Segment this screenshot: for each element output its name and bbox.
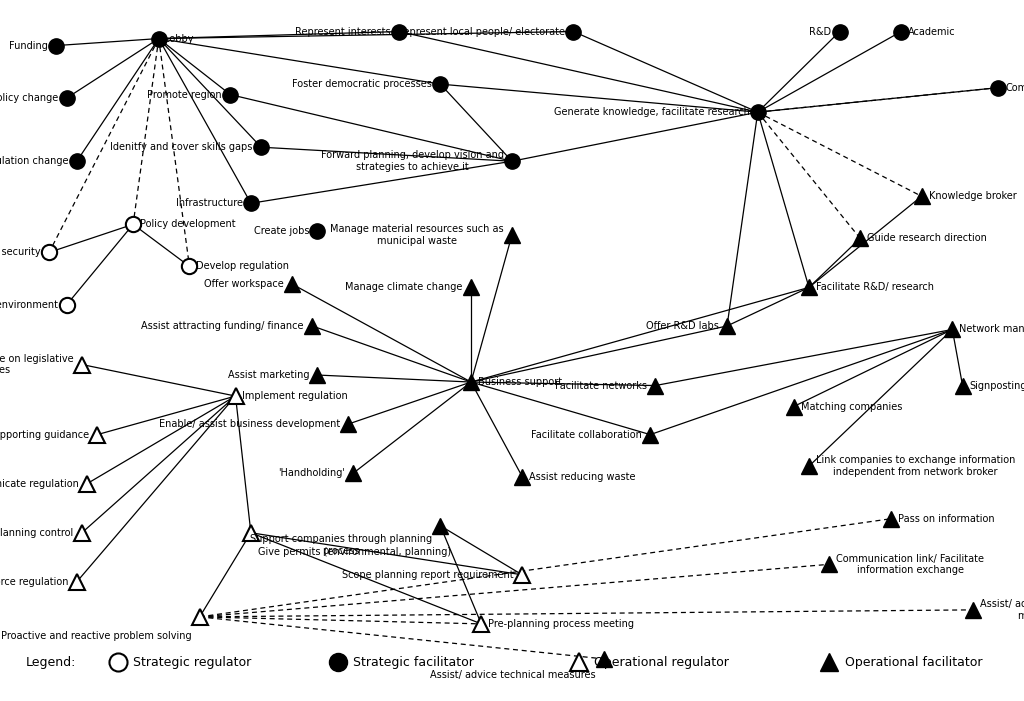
Text: Create jobs: Create jobs [254,226,309,236]
Text: Academic: Academic [908,27,955,36]
Text: Operational regulator: Operational regulator [594,656,729,669]
Text: Communicate regulation: Communicate regulation [0,479,79,489]
Text: Facilitate networks: Facilitate networks [555,381,647,390]
Text: Facilitate R&D/ research: Facilitate R&D/ research [816,283,934,292]
Text: Manage material resources such as
municipal waste: Manage material resources such as munici… [330,224,504,245]
Text: Generate knowledge, facilitate research: Generate knowledge, facilitate research [554,107,750,117]
Text: Network management: Network management [959,325,1024,334]
Text: Legend:: Legend: [26,656,76,669]
Text: Policy development: Policy development [140,219,236,229]
Text: Regulation change: Regulation change [0,156,69,166]
Text: Assist/ advice technical measures: Assist/ advice technical measures [430,670,596,680]
Text: Guide research direction: Guide research direction [867,233,987,243]
Text: Pre-planning process meeting: Pre-planning process meeting [488,619,634,629]
Text: Strategic facilitator: Strategic facilitator [353,656,474,669]
Text: Commercial: Commercial [1006,83,1024,93]
Text: Manage climate change: Manage climate change [345,283,463,292]
Text: Assist reducing waste: Assist reducing waste [529,472,636,482]
Text: Develop supporting guidance: Develop supporting guidance [0,430,89,440]
Text: Proactive and reactive problem solving: Proactive and reactive problem solving [1,631,191,641]
Text: 'Handholding': 'Handholding' [279,468,345,478]
Text: Support companies through planning
process: Support companies through planning proce… [250,534,432,556]
Text: Matching companies: Matching companies [801,402,902,411]
Text: Foster democratic processes: Foster democratic processes [292,79,432,89]
Text: Implement regulation: Implement regulation [243,391,348,401]
Text: Evaluate and advice on legislative
changes: Evaluate and advice on legislative chang… [0,354,74,375]
Text: Offer R&D labs: Offer R&D labs [646,321,719,331]
Text: Link companies to exchange information
independent from network broker: Link companies to exchange information i… [816,456,1015,477]
Text: Operational facilitator: Operational facilitator [845,656,982,669]
Text: Funding: Funding [9,41,48,50]
Text: Represent interests: Represent interests [295,27,391,36]
Text: Forward planning, develop vision and
strategies to achieve it: Forward planning, develop vision and str… [321,151,504,172]
Text: Facilitate collaboration: Facilitate collaboration [531,430,642,440]
Text: Knowledge broker: Knowledge broker [929,191,1016,201]
Text: Give permits (environmental, planning): Give permits (environmental, planning) [258,547,451,557]
Text: Scope planning report requirement: Scope planning report requirement [342,570,514,580]
Text: Infrastructure: Infrastructure [175,198,243,208]
Text: Promote region: Promote region [147,90,222,100]
Text: Lobby: Lobby [164,34,194,43]
Text: Policy change: Policy change [0,93,58,103]
Text: Assist/ advice environmental
management: Assist/ advice environmental management [980,599,1024,620]
Text: R&D: R&D [809,27,831,36]
Text: Offer workspace: Offer workspace [204,279,284,289]
Text: Planning control: Planning control [0,528,74,538]
Text: Enforce regulation: Enforce regulation [0,577,69,587]
Text: Pass on information: Pass on information [898,514,994,524]
Text: Enable/ assist business development: Enable/ assist business development [159,419,340,429]
Text: Idenitfy and cover skills gaps: Idenitfy and cover skills gaps [111,142,253,152]
Text: Communication link/ Facilitate
information exchange: Communication link/ Facilitate informati… [837,554,984,575]
Text: Signposting: Signposting [970,381,1024,390]
Text: Assist marketing: Assist marketing [227,370,309,380]
Text: Develop regulation: Develop regulation [197,261,290,271]
Text: Business support: Business support [478,377,562,387]
Text: Represent local people/ electorate: Represent local people/ electorate [397,27,565,36]
Text: Assist attracting funding/ finance: Assist attracting funding/ finance [141,321,304,331]
Text: Protect environment: Protect environment [0,300,58,310]
Text: Strategic regulator: Strategic regulator [133,656,251,669]
Text: Govern energy security: Govern energy security [0,247,41,257]
